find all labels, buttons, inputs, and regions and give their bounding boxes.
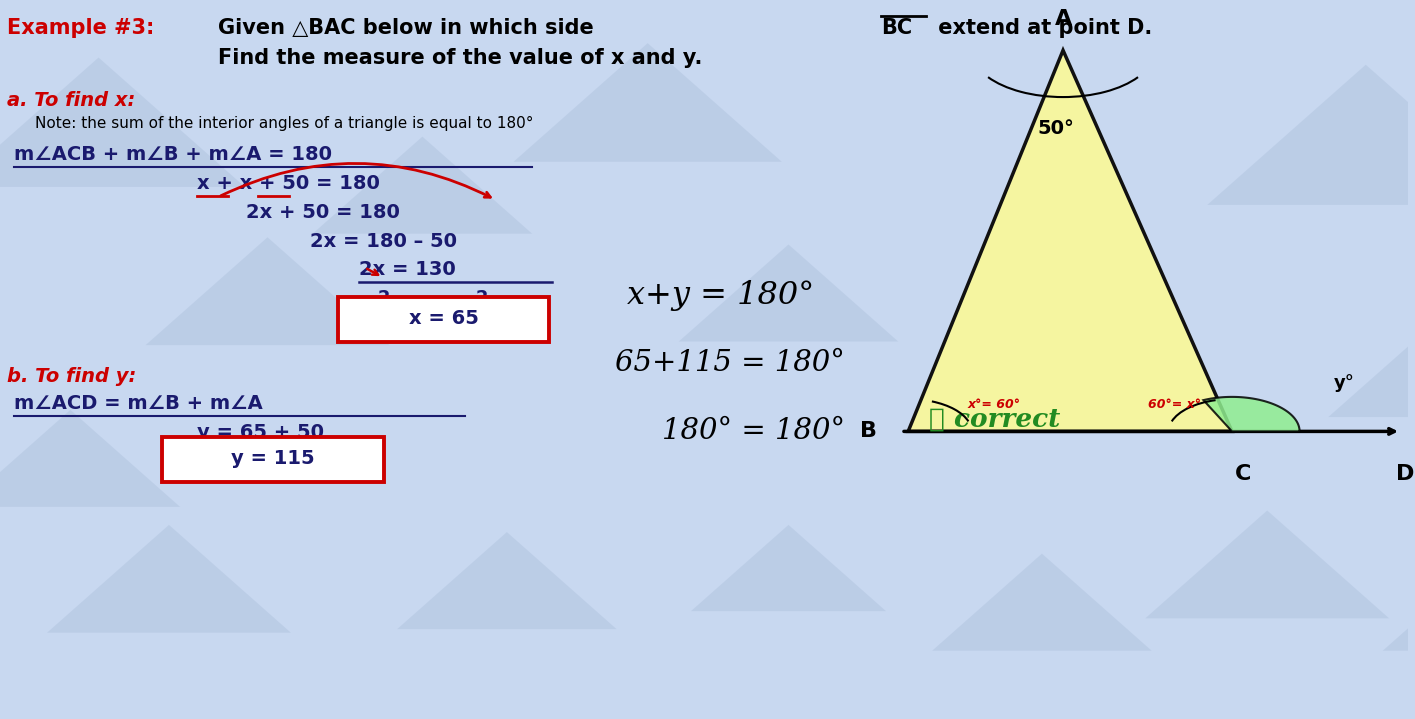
Text: 2x = 130: 2x = 130 bbox=[359, 260, 456, 279]
Polygon shape bbox=[0, 410, 180, 507]
Text: x = 65: x = 65 bbox=[409, 309, 478, 328]
Polygon shape bbox=[1203, 397, 1299, 431]
Text: 2: 2 bbox=[378, 289, 391, 307]
Text: b. To find y:: b. To find y: bbox=[7, 367, 136, 385]
FancyBboxPatch shape bbox=[338, 297, 549, 342]
Text: 65+115 = 180°: 65+115 = 180° bbox=[616, 349, 845, 377]
Text: y = 115: y = 115 bbox=[231, 449, 316, 468]
FancyBboxPatch shape bbox=[161, 437, 385, 482]
Polygon shape bbox=[514, 43, 782, 162]
Polygon shape bbox=[146, 237, 389, 345]
Text: Given △BAC below in which side: Given △BAC below in which side bbox=[218, 18, 601, 38]
Text: x°= 60°: x°= 60° bbox=[968, 398, 1020, 411]
Text: C: C bbox=[1235, 464, 1251, 484]
Polygon shape bbox=[908, 50, 1232, 431]
Text: BC: BC bbox=[882, 18, 913, 38]
Polygon shape bbox=[0, 58, 245, 187]
Text: 2x = 180 – 50: 2x = 180 – 50 bbox=[310, 232, 457, 250]
Text: x + x + 50 = 180: x + x + 50 = 180 bbox=[197, 174, 381, 193]
Polygon shape bbox=[398, 532, 617, 629]
Polygon shape bbox=[47, 525, 291, 633]
Polygon shape bbox=[1329, 309, 1415, 417]
Text: Note: the sum of the interior angles of a triangle is equal to 180°: Note: the sum of the interior angles of … bbox=[35, 116, 533, 132]
Polygon shape bbox=[1382, 554, 1415, 651]
Text: 60°= x°: 60°= x° bbox=[1148, 398, 1200, 411]
Text: y°: y° bbox=[1333, 374, 1354, 392]
Text: ✓ correct: ✓ correct bbox=[930, 406, 1060, 431]
Text: 180° = 180°: 180° = 180° bbox=[662, 417, 845, 445]
Text: a. To find x:: a. To find x: bbox=[7, 91, 136, 110]
Text: Find the measure of the value of x and y.: Find the measure of the value of x and y… bbox=[218, 48, 703, 68]
Text: y = 65 + 50: y = 65 + 50 bbox=[197, 423, 324, 441]
Text: x+y = 180°: x+y = 180° bbox=[627, 280, 814, 311]
Text: B: B bbox=[860, 421, 877, 441]
Text: Example #3:: Example #3: bbox=[7, 18, 154, 38]
Polygon shape bbox=[1207, 65, 1415, 205]
Text: 2x + 50 = 180: 2x + 50 = 180 bbox=[246, 203, 400, 221]
Text: A: A bbox=[1054, 9, 1071, 29]
Polygon shape bbox=[679, 244, 899, 342]
Text: m∠ACD = m∠B + m∠A: m∠ACD = m∠B + m∠A bbox=[14, 394, 263, 413]
Polygon shape bbox=[691, 525, 886, 611]
Text: m∠ACB + m∠B + m∠A = 180: m∠ACB + m∠B + m∠A = 180 bbox=[14, 145, 333, 164]
Polygon shape bbox=[1145, 510, 1390, 618]
Polygon shape bbox=[313, 137, 532, 234]
Polygon shape bbox=[932, 554, 1152, 651]
Text: 50°: 50° bbox=[1037, 119, 1074, 137]
Text: D: D bbox=[1397, 464, 1415, 484]
Text: extend at point D.: extend at point D. bbox=[931, 18, 1152, 38]
Text: 2: 2 bbox=[475, 289, 488, 307]
